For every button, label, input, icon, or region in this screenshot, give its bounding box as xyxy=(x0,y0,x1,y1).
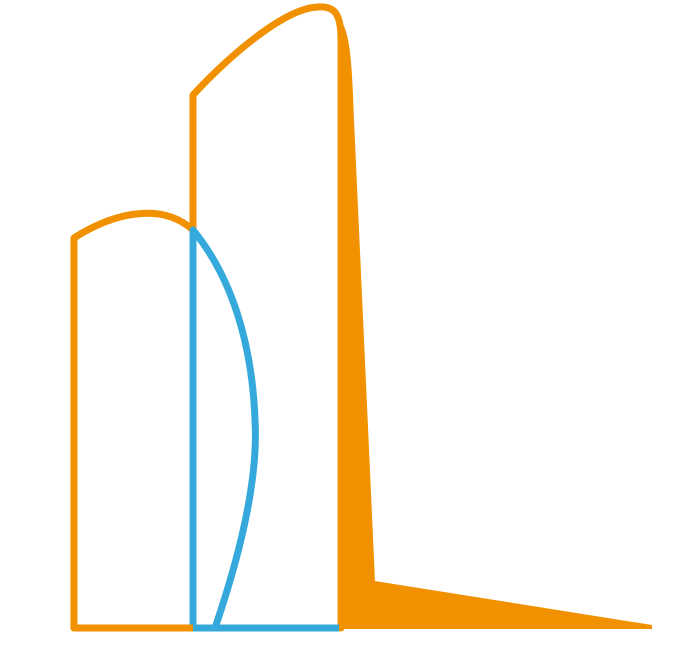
short-tower-outline xyxy=(70,209,197,632)
tall-tower-shadow-wedge xyxy=(339,18,652,629)
tall-tower-outline xyxy=(189,3,345,632)
blue-sail-shape xyxy=(189,226,259,632)
